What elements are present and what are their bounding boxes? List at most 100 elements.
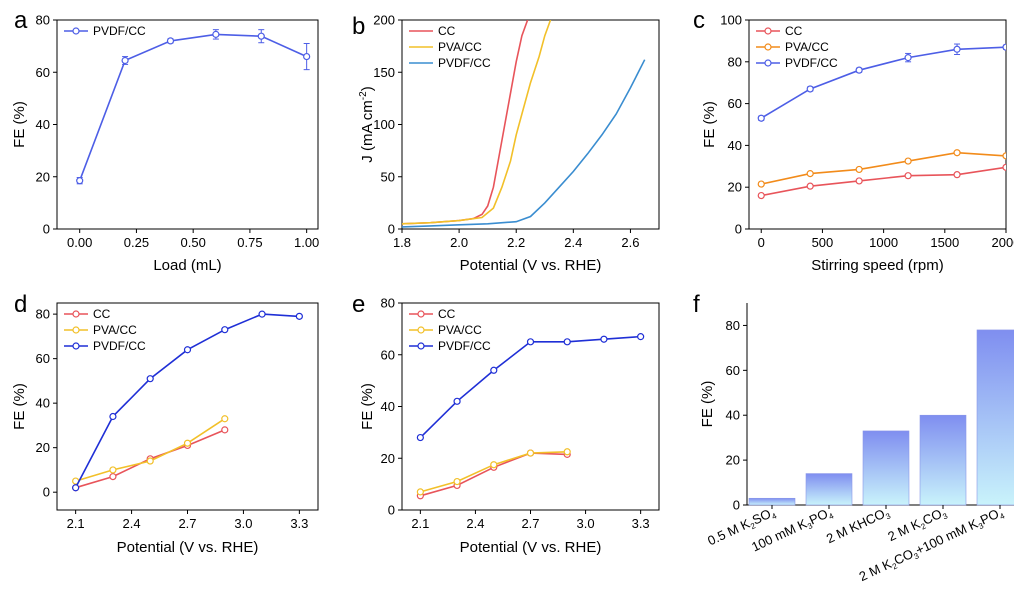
- legend-label: PVDF/CC: [438, 339, 491, 353]
- x-tick-label: 2.7: [521, 516, 539, 531]
- data-point: [563, 448, 571, 456]
- data-point: [953, 149, 961, 157]
- x-tick-label: 2.4: [564, 235, 582, 250]
- legend-label: PVA/CC: [93, 323, 137, 337]
- data-point: [526, 449, 535, 457]
- panel-e: e 0 20 40 60 80 FE (%) 2.1 2.4 2.7 3.0 3.3 Potential…: [352, 291, 660, 556]
- legend-marker: [72, 342, 80, 350]
- legend-marker: [417, 326, 425, 334]
- x-tick-label: 2.0: [450, 235, 468, 250]
- series-line: [761, 166, 1006, 197]
- x-tick-label: 0.00: [67, 235, 92, 250]
- series-pva-cc: [416, 448, 571, 496]
- x-tick-label: 1.00: [294, 235, 319, 250]
- data-point: [637, 333, 645, 341]
- series-pvdf-cc: [416, 333, 645, 442]
- x-tick-label: 2.6: [621, 235, 639, 250]
- y-tick-label: 60: [36, 65, 50, 80]
- y-tick-label: 80: [726, 318, 740, 333]
- data-point: [757, 191, 765, 200]
- x-tick-label: 2000: [992, 235, 1014, 250]
- y-tick-label: 20: [36, 169, 50, 184]
- legend-marker: [72, 326, 80, 334]
- y-tick-label: 40: [36, 117, 50, 132]
- y-tick-label: 200: [373, 13, 395, 28]
- legend-marker: [72, 27, 80, 35]
- series-pva-cc: [72, 415, 229, 485]
- series-pvdf-cc: [402, 59, 646, 228]
- panel-label-f: f: [693, 291, 700, 318]
- x-tick-label: 3.3: [290, 516, 308, 531]
- data-point: [904, 54, 912, 62]
- y-axis-label: FE (%): [359, 383, 376, 430]
- y-axis-label: FE (%): [701, 101, 718, 148]
- data-point: [757, 180, 765, 188]
- panel-label-c: c: [693, 7, 705, 34]
- series-line: [420, 451, 568, 493]
- legend-label: PVDF/CC: [93, 339, 146, 353]
- legend: PVDF/CC: [64, 24, 146, 38]
- legend-marker: [764, 43, 772, 51]
- legend: CC PVA/CC PVDF/CC: [756, 24, 838, 70]
- bar-2: [862, 430, 910, 506]
- y-tick-label: 50: [381, 169, 395, 184]
- legend-marker: [764, 59, 772, 67]
- legend: CC PVA/CC PVDF/CC: [409, 307, 491, 353]
- y-tick-label: 0: [388, 503, 395, 518]
- data-point: [183, 346, 192, 354]
- data-point: [109, 473, 117, 481]
- y-tick-label: 40: [381, 399, 395, 414]
- y-tick-label: 80: [381, 296, 395, 311]
- data-point: [295, 312, 303, 320]
- y-tick-label: 0: [43, 485, 50, 500]
- y-tick-label: 60: [726, 363, 740, 378]
- x-tick-label: 2.4: [123, 516, 141, 531]
- y-tick-label: 60: [728, 96, 742, 111]
- y-tick-label: 20: [726, 453, 740, 468]
- legend-marker: [417, 310, 425, 318]
- x-tick-label: 3.0: [577, 516, 595, 531]
- legend-label: PVA/CC: [438, 40, 482, 54]
- data-point: [526, 338, 535, 346]
- legend-label: CC: [438, 24, 456, 38]
- panel-label-e: e: [352, 291, 365, 318]
- series-line: [760, 46, 1006, 119]
- legend-label: PVDF/CC: [438, 56, 491, 70]
- data-point: [221, 415, 229, 423]
- data-point: [183, 439, 192, 447]
- series-cc: [757, 163, 1006, 200]
- data-point: [416, 488, 424, 496]
- data-point: [212, 30, 220, 38]
- y-tick-label: 80: [36, 13, 50, 28]
- legend-label: PVA/CC: [438, 323, 482, 337]
- data-point: [855, 177, 863, 185]
- series-pva-cc: [402, 20, 552, 225]
- series-line: [761, 151, 1006, 185]
- data-point: [855, 165, 863, 174]
- series-line: [78, 33, 308, 181]
- legend-marker: [417, 342, 425, 350]
- data-point: [166, 37, 175, 45]
- x-axis-label: Potential (V vs. RHE): [460, 257, 602, 274]
- x-axis-label: Stirring speed (rpm): [811, 257, 944, 274]
- legend-label: CC: [438, 307, 456, 321]
- data-point: [221, 426, 229, 434]
- legend-marker: [764, 27, 772, 35]
- data-point: [563, 338, 571, 346]
- y-tick-label: 20: [36, 440, 50, 455]
- data-point: [221, 326, 229, 334]
- y-axis-label: FE (%): [11, 101, 28, 148]
- data-point: [453, 477, 461, 486]
- data-point: [904, 157, 912, 165]
- series-pva-cc: [757, 149, 1006, 188]
- x-tick-label: 2.4: [466, 516, 484, 531]
- panel-d: d 0 20 40 60 80 FE (%) 2.1 2.4 2.7 3.0 3.3 Potential…: [11, 291, 319, 556]
- x-axis-label: Potential (V vs. RHE): [117, 539, 259, 556]
- data-point: [1002, 43, 1006, 51]
- y-tick-label: 80: [36, 307, 50, 322]
- legend: CC PVA/CC PVDF/CC: [64, 307, 146, 353]
- x-tick-label: 3.3: [632, 516, 650, 531]
- series-line: [402, 20, 552, 225]
- legend-label: PVA/CC: [785, 40, 829, 54]
